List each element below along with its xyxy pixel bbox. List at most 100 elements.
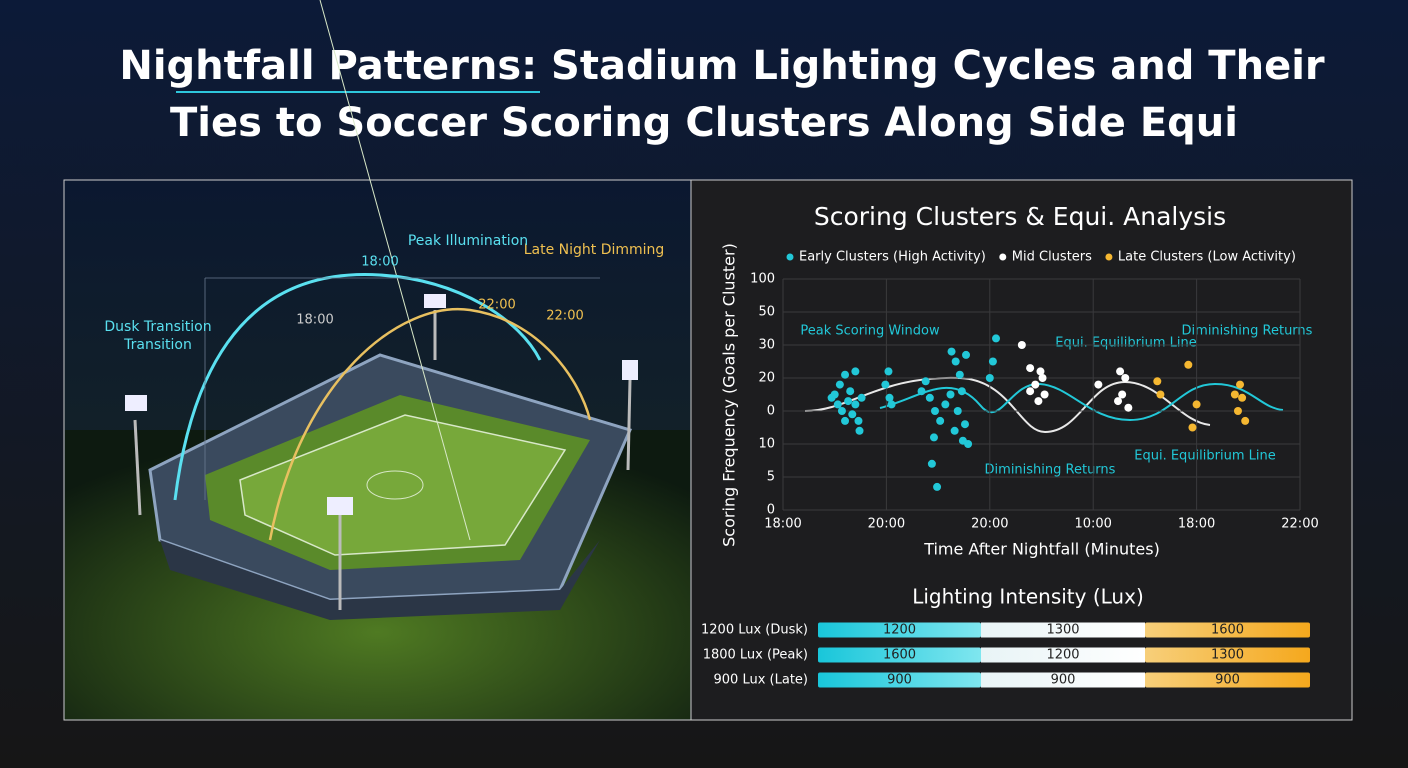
lighting-value: 1600 <box>1211 623 1244 638</box>
x-tick-label: 18:00 <box>764 517 801 532</box>
data-point <box>1114 397 1123 406</box>
data-point <box>884 367 893 376</box>
illustration-label: Dusk Transition <box>104 319 211 335</box>
y-axis-title: Scoring Frequency (Goals per Cluster) <box>720 243 739 547</box>
lighting-value: 900 <box>1215 673 1240 688</box>
data-point <box>953 407 962 415</box>
lighting-row-label: 1800 Lux (Peak) <box>703 648 808 663</box>
lighting-segment <box>818 647 981 663</box>
data-point <box>964 440 973 448</box>
data-point <box>929 433 938 442</box>
lighting-value: 1600 <box>883 648 916 663</box>
data-point <box>988 357 997 366</box>
data-point <box>857 393 866 402</box>
y-tick-label: 100 <box>750 272 775 287</box>
data-point <box>992 334 1001 343</box>
data-point <box>936 416 945 425</box>
data-point <box>917 387 926 396</box>
data-point <box>841 416 850 425</box>
data-point <box>881 380 890 389</box>
stadium <box>125 0 638 620</box>
data-point <box>1031 380 1040 389</box>
lighting-segment <box>981 647 1145 663</box>
y-tick-label: 50 <box>758 305 775 320</box>
y-tick-label: 0 <box>767 404 775 419</box>
data-point <box>962 350 971 359</box>
data-point <box>1241 416 1250 425</box>
data-point <box>1238 393 1247 402</box>
x-tick-label: 18:00 <box>1178 517 1215 532</box>
data-point <box>1026 364 1035 373</box>
data-point <box>925 393 934 402</box>
data-point <box>933 482 942 491</box>
y-tick-label: 0 <box>767 503 775 518</box>
data-point <box>1040 390 1049 399</box>
legend-label: Mid Clusters <box>1012 250 1092 265</box>
data-point <box>885 393 894 402</box>
data-point <box>957 387 966 396</box>
lighting-value: 900 <box>1051 673 1076 688</box>
x-tick-label: 10:00 <box>1074 517 1111 532</box>
lighting-value: 1200 <box>883 623 916 638</box>
data-point <box>930 407 939 415</box>
data-point <box>1233 407 1242 415</box>
lighting-segment <box>981 672 1145 688</box>
lighting-segment <box>981 622 1145 638</box>
x-tick-label: 20:00 <box>971 517 1008 532</box>
annotation: Diminishing Returns <box>985 463 1116 478</box>
light-arc <box>268 307 592 541</box>
lighting-title: Lighting Intensity (Lux) <box>912 585 1144 609</box>
data-point <box>947 347 956 356</box>
title-line: Ties to Soccer Scoring Clusters Along Si… <box>170 100 1238 146</box>
data-point <box>1153 377 1162 386</box>
illustration-label: Transition <box>123 337 192 353</box>
data-point <box>955 370 964 379</box>
data-point <box>827 393 836 402</box>
data-point <box>1124 403 1133 412</box>
data-point <box>1156 390 1165 399</box>
data-point <box>837 407 846 415</box>
data-point <box>1236 380 1245 389</box>
lighting-segment <box>1145 647 1310 663</box>
data-point <box>1188 423 1197 432</box>
chart-title: Scoring Clusters & Equi. Analysis <box>814 202 1226 231</box>
data-point <box>946 390 955 399</box>
data-point <box>846 387 855 396</box>
lighting-segment <box>1145 672 1310 688</box>
lighting-value: 1300 <box>1046 623 1079 638</box>
data-point <box>1184 360 1193 369</box>
legend-swatch <box>786 253 794 261</box>
wave-line <box>804 376 1211 434</box>
data-point <box>855 426 864 435</box>
y-tick-label: 5 <box>767 470 775 485</box>
annotation: Peak Scoring Window <box>800 324 940 339</box>
legend-label: Early Clusters (High Activity) <box>799 250 986 265</box>
time-label: 22:00 <box>546 309 583 324</box>
lighting-segment <box>1145 622 1310 638</box>
data-point <box>985 374 994 382</box>
data-point <box>1034 397 1043 406</box>
time-label: 18:00 <box>361 255 398 270</box>
data-point <box>1121 374 1130 382</box>
data-point <box>848 410 857 419</box>
annotation: Equi. Equilibrium Line <box>1055 336 1196 351</box>
lighting-value: 900 <box>887 673 912 688</box>
data-point <box>1017 341 1026 349</box>
data-point <box>833 400 842 409</box>
data-point <box>1192 400 1201 409</box>
data-point <box>844 397 853 406</box>
data-point <box>921 377 930 386</box>
data-point <box>941 400 950 409</box>
time-label: 18:00 <box>296 313 333 328</box>
data-point <box>1230 390 1239 399</box>
data-point <box>841 370 850 379</box>
lighting-value: 1300 <box>1211 648 1244 663</box>
data-point <box>854 416 863 425</box>
legend-swatch <box>999 253 1007 261</box>
time-label: 22:00 <box>478 298 515 313</box>
title-line: Nightfall Patterns: Stadium Lighting Cyc… <box>119 43 1325 89</box>
data-point <box>1038 374 1047 382</box>
legend-swatch <box>1105 253 1113 261</box>
